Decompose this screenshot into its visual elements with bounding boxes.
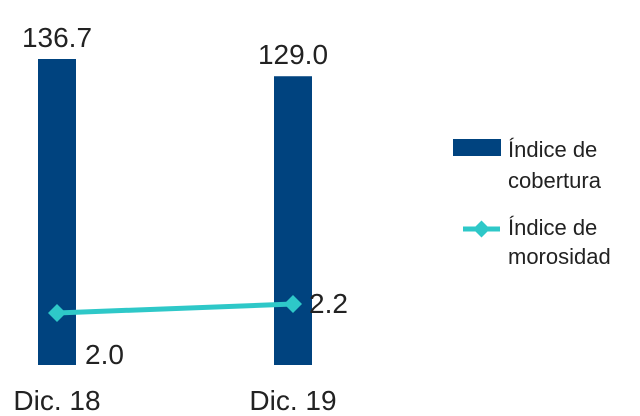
bar-cobertura-1 — [274, 76, 312, 366]
legend-marker-morosidad — [473, 220, 490, 238]
legend-label-cobertura-line1: Índice de — [508, 137, 597, 162]
legend-label-morosidad-line2: morosidad — [508, 244, 611, 269]
bars-layer — [38, 59, 312, 366]
line-layer — [48, 295, 302, 322]
category-label-0: Dic. 18 — [13, 385, 100, 416]
point-morosidad-1 — [284, 295, 302, 313]
legend-label-morosidad-line1: Índice de — [508, 215, 597, 240]
x-axis-labels: Dic. 18 Dic. 19 — [13, 385, 336, 416]
labels-layer: 136.7 129.0 2.0 2.2 — [22, 22, 348, 370]
legend-label-cobertura-line2: cobertura — [508, 168, 602, 193]
bar-value-label-0: 136.7 — [22, 22, 92, 53]
bar-value-label-1: 129.0 — [258, 39, 328, 70]
legend-swatch-cobertura — [453, 139, 501, 156]
point-morosidad-0 — [48, 304, 66, 322]
category-label-1: Dic. 19 — [249, 385, 336, 416]
line-value-label-1: 2.2 — [309, 288, 348, 319]
legend: Índice de cobertura Índice de morosidad — [453, 137, 611, 269]
line-morosidad — [56, 301, 294, 316]
line-value-label-0: 2.0 — [85, 339, 124, 370]
